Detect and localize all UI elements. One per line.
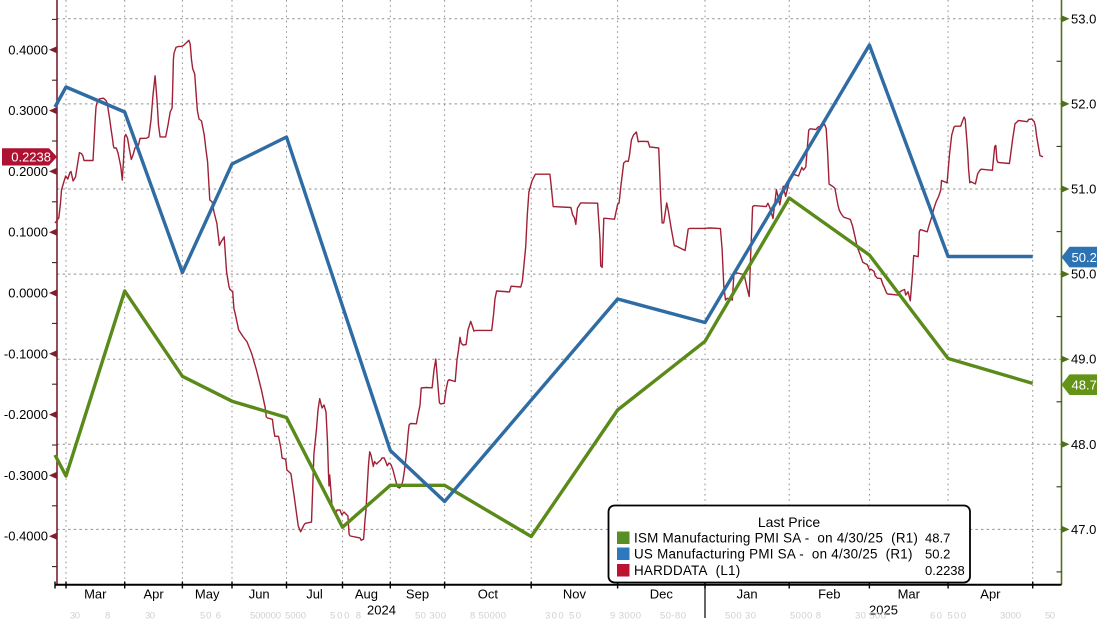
svg-text:Apr: Apr	[143, 587, 164, 602]
svg-text:48.7: 48.7	[1072, 378, 1097, 393]
svg-text:9 3000: 9 3000	[610, 611, 641, 619]
svg-text:3000: 3000	[1000, 611, 1021, 619]
svg-text:-0.3000: -0.3000	[4, 468, 48, 483]
svg-text:0.4000: 0.4000	[8, 42, 48, 57]
svg-text:Oct: Oct	[478, 587, 499, 602]
svg-text:50 300: 50 300	[415, 611, 446, 619]
svg-text:53.0: 53.0	[1071, 11, 1096, 26]
svg-text:Jan: Jan	[737, 587, 758, 602]
svg-text:500 8: 500 8	[330, 611, 361, 619]
svg-text:0.2000: 0.2000	[8, 164, 48, 179]
svg-text:Apr: Apr	[980, 587, 1001, 602]
svg-text:Nov: Nov	[563, 587, 587, 602]
svg-text:5000 8: 5000 8	[790, 611, 821, 619]
svg-text:-0.2000: -0.2000	[4, 407, 48, 422]
svg-text:-0.1000: -0.1000	[4, 346, 48, 361]
svg-text:Mar: Mar	[84, 587, 107, 602]
svg-text:47.0: 47.0	[1071, 522, 1096, 537]
svg-text:52.0: 52.0	[1071, 96, 1096, 111]
svg-text:-0.4000: -0.4000	[4, 529, 48, 544]
svg-text:500000: 500000	[250, 611, 281, 619]
svg-text:8: 8	[105, 611, 110, 619]
svg-text:Aug: Aug	[355, 587, 378, 602]
svg-text:30 500: 30 500	[855, 611, 886, 619]
svg-text:50.0: 50.0	[1071, 267, 1096, 282]
svg-text:2025: 2025	[869, 603, 898, 618]
svg-text:US Manufacturing PMI SA - on: US Manufacturing PMI SA - on 4/30/25 (R1…	[634, 546, 913, 561]
svg-text:Feb: Feb	[818, 587, 840, 602]
svg-text:Mar: Mar	[898, 587, 921, 602]
svg-text:50 6: 50 6	[200, 611, 221, 619]
svg-text:51.0: 51.0	[1071, 182, 1096, 197]
svg-text:50-80: 50-80	[660, 611, 686, 619]
svg-text:5000: 5000	[285, 611, 306, 619]
svg-text:Sep: Sep	[406, 587, 429, 602]
svg-text:2024: 2024	[367, 603, 396, 618]
svg-text:8 50000: 8 50000	[470, 611, 506, 619]
svg-text:Dec: Dec	[650, 587, 674, 602]
svg-text:Last Price: Last Price	[758, 514, 820, 530]
svg-text:HARDDATA (L1): HARDDATA (L1)	[634, 563, 740, 578]
svg-text:0.0000: 0.0000	[8, 286, 48, 301]
svg-text:0.2238: 0.2238	[11, 150, 51, 165]
svg-text:50: 50	[1045, 611, 1055, 619]
svg-text:48.0: 48.0	[1071, 437, 1096, 452]
svg-text:50.2: 50.2	[1072, 250, 1097, 265]
svg-text:0.2238: 0.2238	[925, 563, 965, 578]
svg-text:ISM Manufacturing PMI SA - on: ISM Manufacturing PMI SA - on 4/30/25 (R…	[634, 530, 918, 545]
svg-text:May: May	[195, 587, 220, 602]
svg-text:300 50: 300 50	[545, 611, 581, 619]
svg-text:49.0: 49.0	[1071, 352, 1096, 367]
svg-text:Jun: Jun	[249, 587, 270, 602]
svg-text:Jul: Jul	[306, 587, 323, 602]
svg-text:500 30: 500 30	[725, 611, 756, 619]
svg-text:0.1000: 0.1000	[8, 225, 48, 240]
svg-text:60 500: 60 500	[930, 611, 966, 619]
svg-text:48.7: 48.7	[925, 530, 950, 545]
svg-text:0.3000: 0.3000	[8, 103, 48, 118]
svg-text:30: 30	[70, 611, 80, 619]
svg-text:30: 30	[145, 611, 155, 619]
svg-text:50.2: 50.2	[925, 546, 950, 561]
